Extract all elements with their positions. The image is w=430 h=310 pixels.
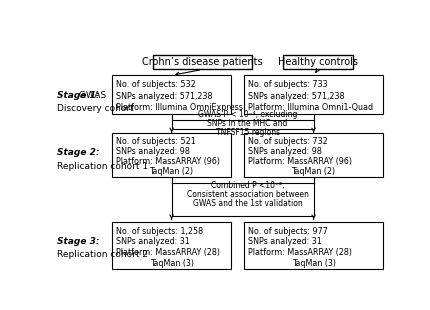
- FancyBboxPatch shape: [282, 55, 352, 69]
- FancyBboxPatch shape: [153, 55, 251, 69]
- Text: SNPs analyzed: 98: SNPs analyzed: 98: [247, 147, 321, 156]
- Text: No. of subjects: 521: No. of subjects: 521: [115, 137, 195, 146]
- Text: Platform: MassARRAY (28): Platform: MassARRAY (28): [115, 248, 219, 257]
- FancyBboxPatch shape: [244, 133, 382, 177]
- Text: GWAS and the 1st validation: GWAS and the 1st validation: [192, 199, 302, 208]
- FancyBboxPatch shape: [112, 222, 230, 269]
- Text: SNPs analyzed: 571,238: SNPs analyzed: 571,238: [115, 92, 212, 101]
- Text: TaqMan (2): TaqMan (2): [291, 167, 335, 176]
- Text: No. of subjects: 733: No. of subjects: 733: [247, 80, 326, 89]
- Text: SNPs in the MHC and: SNPs in the MHC and: [207, 119, 287, 128]
- FancyBboxPatch shape: [112, 133, 230, 177]
- Text: Stage 1:: Stage 1:: [57, 91, 99, 100]
- FancyBboxPatch shape: [244, 222, 382, 269]
- Text: TaqMan (3): TaqMan (3): [149, 259, 193, 268]
- Text: Discovery cohort: Discovery cohort: [57, 104, 134, 113]
- Text: SNPs analyzed: 98: SNPs analyzed: 98: [115, 147, 189, 156]
- Text: No. of subjects: 1,258: No. of subjects: 1,258: [115, 227, 203, 236]
- Text: Platform: MassARRAY (96): Platform: MassARRAY (96): [115, 157, 219, 166]
- Text: TaqMan (3): TaqMan (3): [291, 259, 335, 268]
- Text: Platform: MassARRAY (96): Platform: MassARRAY (96): [247, 157, 351, 166]
- FancyBboxPatch shape: [112, 75, 230, 113]
- Text: Platform: Illumina OmniExpress: Platform: Illumina OmniExpress: [115, 103, 242, 112]
- Text: Healthy controls: Healthy controls: [277, 57, 357, 67]
- Text: Platform: MassARRAY (28): Platform: MassARRAY (28): [247, 248, 351, 257]
- Text: GWAS: GWAS: [75, 91, 105, 100]
- Text: Crohn’s disease patients: Crohn’s disease patients: [142, 57, 262, 67]
- Text: No. of subjects: 532: No. of subjects: 532: [115, 80, 195, 89]
- Text: TNFSF15 regions: TNFSF15 regions: [215, 128, 279, 137]
- Text: TaqMan (2): TaqMan (2): [149, 167, 193, 176]
- Text: Platform: Illumina Omni1-Quad: Platform: Illumina Omni1-Quad: [247, 103, 372, 112]
- Text: No. of subjects: 977: No. of subjects: 977: [247, 227, 327, 236]
- FancyBboxPatch shape: [244, 75, 382, 113]
- Text: Combined P <10⁻²,: Combined P <10⁻²,: [210, 181, 284, 190]
- Text: Replication cohort 2: Replication cohort 2: [57, 250, 148, 259]
- Text: SNPs analyzed: 31: SNPs analyzed: 31: [115, 237, 189, 246]
- Text: Stage 3:: Stage 3:: [57, 237, 99, 246]
- Text: SNPs analyzed: 31: SNPs analyzed: 31: [247, 237, 321, 246]
- Text: No. of subjects: 732: No. of subjects: 732: [247, 137, 327, 146]
- Text: SNPs analyzed: 571,238: SNPs analyzed: 571,238: [247, 92, 343, 101]
- Text: Replication cohort 1: Replication cohort 1: [57, 162, 148, 171]
- Text: Stage 2:: Stage 2:: [57, 148, 99, 157]
- Text: Consistent association between: Consistent association between: [186, 190, 308, 199]
- Text: GWAS P < 10⁻⁴, excluding: GWAS P < 10⁻⁴, excluding: [197, 109, 297, 118]
